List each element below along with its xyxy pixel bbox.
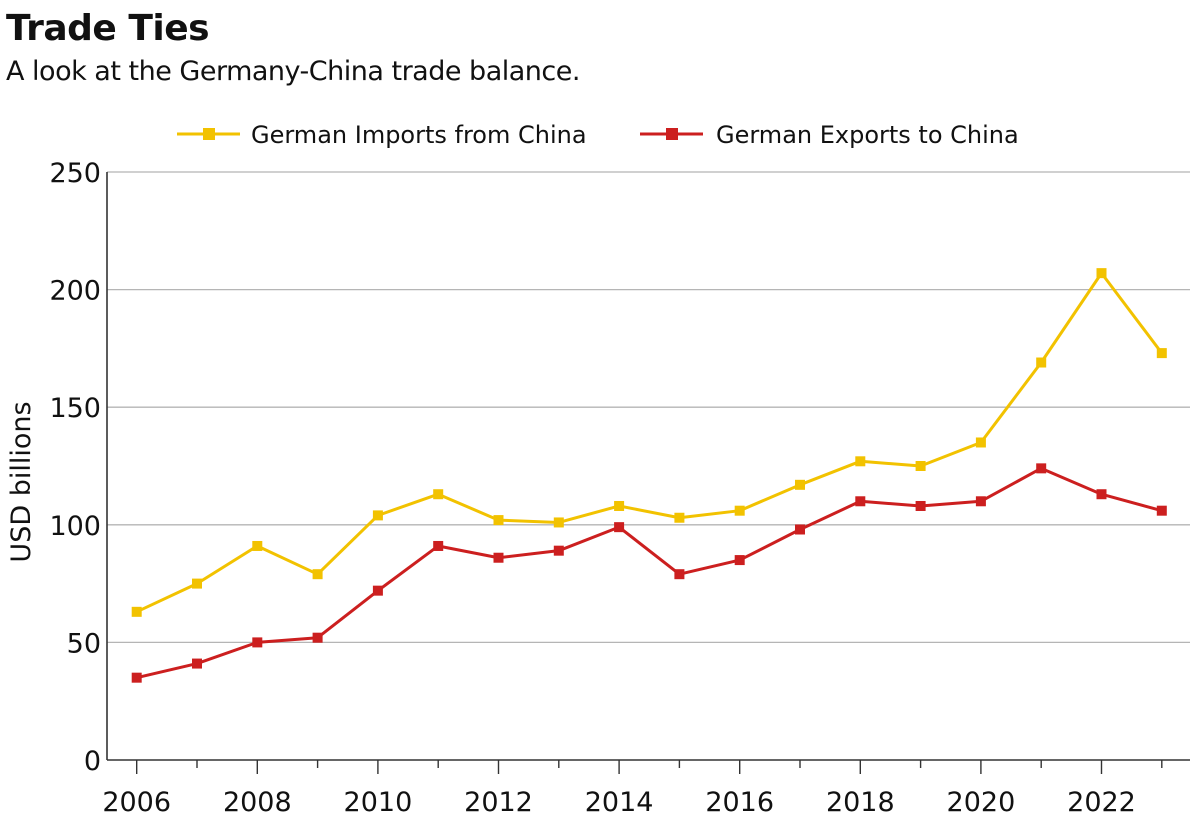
- y-tick-label: 250: [49, 158, 101, 189]
- data-point-marker: [1156, 505, 1167, 516]
- data-point-marker: [734, 505, 745, 516]
- data-point-marker: [131, 606, 142, 617]
- data-point-marker: [915, 461, 926, 471]
- chart-subtitle: A look at the Germany-China trade balanc…: [6, 56, 580, 87]
- data-point-marker: [915, 500, 926, 511]
- y-axis-title: USD billions: [6, 401, 37, 562]
- x-tick-label: 2018: [826, 787, 895, 818]
- data-point-marker: [855, 496, 866, 507]
- data-point-marker: [1036, 463, 1047, 474]
- data-point-marker: [252, 637, 263, 648]
- data-point-marker: [614, 500, 625, 511]
- y-tick-label: 200: [49, 276, 101, 307]
- x-tick-label: 2010: [344, 787, 413, 818]
- x-axis-ticks: 2006 2008 2010 2012 2014 2016 2018 2020 2022: [102, 760, 1163, 818]
- y-tick-label: 150: [49, 393, 101, 424]
- data-point-marker: [131, 672, 142, 683]
- data-point-marker: [493, 552, 504, 563]
- data-point-marker: [734, 555, 745, 566]
- series-group: [131, 268, 1167, 683]
- chart-title: Trade Ties: [6, 8, 210, 49]
- data-point-marker: [674, 512, 685, 523]
- data-point-marker: [1096, 489, 1107, 500]
- y-tick-label: 0: [84, 746, 101, 777]
- data-point-marker: [493, 515, 504, 526]
- x-tick-label: 2012: [464, 787, 533, 818]
- data-point-marker: [372, 585, 383, 596]
- data-point-marker: [553, 517, 564, 528]
- data-point-marker: [192, 578, 202, 589]
- y-axis-ticks: 0 50 100 150 200 250: [49, 158, 101, 777]
- data-point-marker: [1096, 268, 1107, 279]
- x-tick-label: 2014: [585, 787, 654, 818]
- x-tick-label: 2006: [102, 787, 171, 818]
- series-line-0: [136, 271, 1163, 614]
- data-point-marker: [614, 522, 625, 533]
- y-tick-label: 50: [67, 628, 101, 659]
- data-point-marker: [553, 545, 564, 556]
- data-point-marker: [1036, 357, 1047, 368]
- data-point-marker: [795, 479, 805, 490]
- y-tick-label: 100: [49, 511, 101, 542]
- data-point-marker: [433, 540, 444, 551]
- data-point-marker: [795, 524, 805, 535]
- data-point-marker: [975, 496, 986, 507]
- x-tick-label: 2020: [947, 787, 1016, 818]
- legend-label-0: German Imports from China: [251, 121, 587, 149]
- legend: German Imports from China German Exports …: [177, 121, 1019, 149]
- data-point-marker: [372, 510, 383, 521]
- data-point-marker: [674, 569, 685, 580]
- axes: [106, 172, 1190, 761]
- gridlines: [107, 171, 1190, 644]
- x-tick-label: 2016: [705, 787, 774, 818]
- data-point-marker: [312, 569, 323, 580]
- data-point-marker: [192, 658, 202, 669]
- legend-marker-0: [203, 128, 215, 140]
- data-point-marker: [252, 540, 263, 551]
- data-point-marker: [1156, 348, 1167, 359]
- legend-marker-1: [666, 128, 678, 140]
- x-tick-label: 2022: [1067, 787, 1136, 818]
- data-point-marker: [975, 437, 986, 448]
- legend-label-1: German Exports to China: [716, 121, 1019, 149]
- data-point-marker: [312, 632, 323, 643]
- x-tick-label: 2008: [223, 787, 292, 818]
- data-point-marker: [433, 489, 444, 500]
- data-point-marker: [855, 456, 866, 467]
- series-line-1: [136, 466, 1163, 680]
